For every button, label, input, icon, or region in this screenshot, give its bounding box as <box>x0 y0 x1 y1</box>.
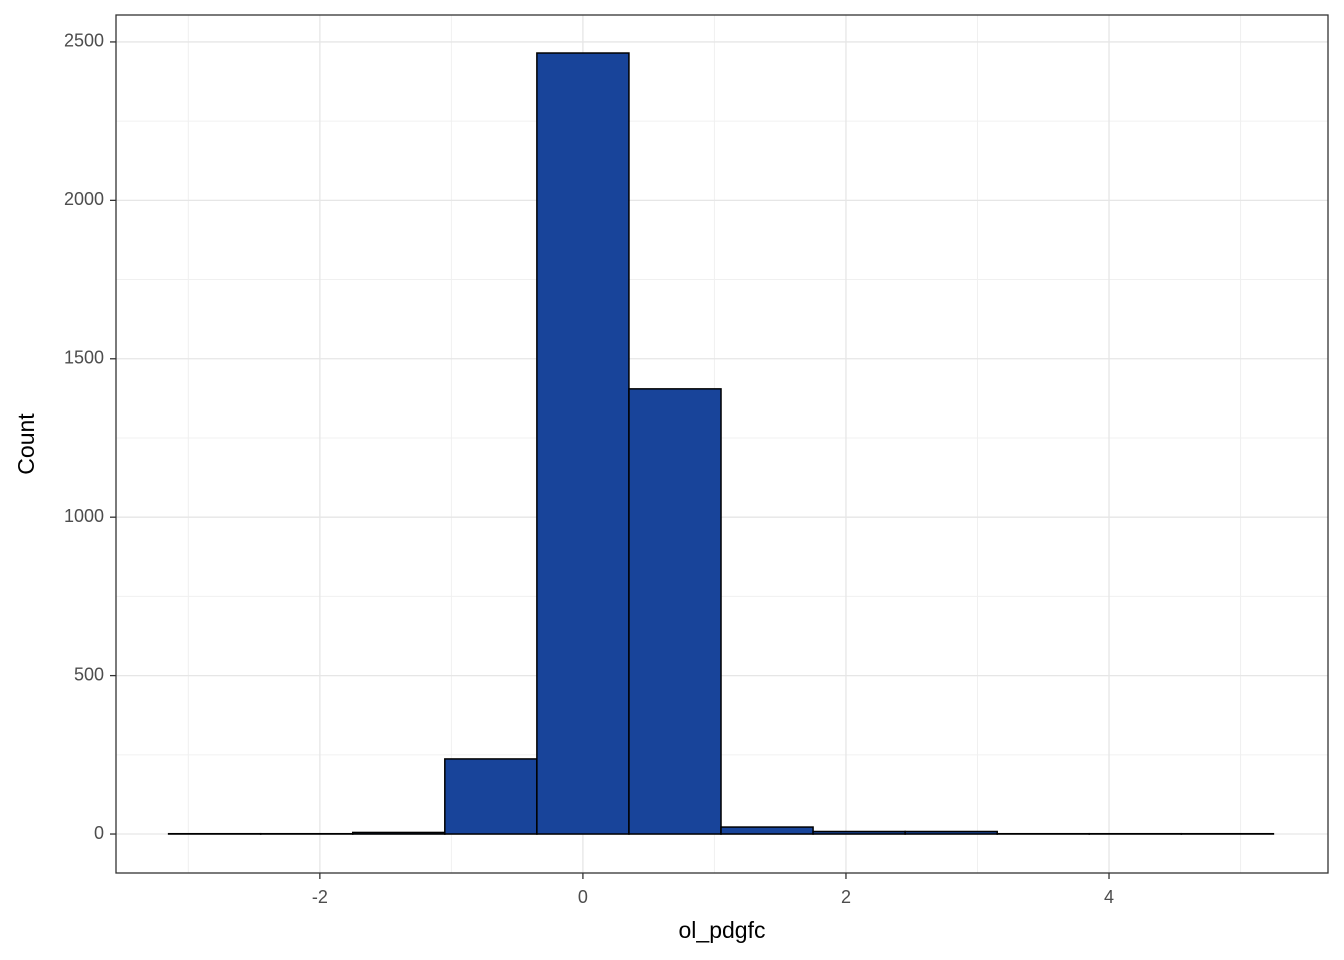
y-tick-label: 0 <box>94 823 104 843</box>
x-tick-label: -2 <box>312 887 328 907</box>
bar <box>536 52 630 835</box>
bar <box>444 758 538 835</box>
y-tick-label: 1500 <box>64 348 104 368</box>
bar <box>351 831 446 835</box>
y-tick-label: 2000 <box>64 189 104 209</box>
x-tick-label: 0 <box>578 887 588 907</box>
bar <box>812 830 906 835</box>
y-tick-label: 1000 <box>64 506 104 526</box>
bar <box>628 388 722 835</box>
bar <box>720 826 814 835</box>
bar <box>904 830 998 835</box>
panel-border <box>115 14 1329 874</box>
x-tick-label: 4 <box>1104 887 1114 907</box>
y-tick-label: 500 <box>74 664 104 684</box>
bars <box>167 52 1275 835</box>
x-axis-title: ol_pdgfc <box>679 917 766 943</box>
y-axis-title: Count <box>13 413 39 475</box>
y-tick-label: 2500 <box>64 31 104 51</box>
x-tick-label: 2 <box>841 887 851 907</box>
